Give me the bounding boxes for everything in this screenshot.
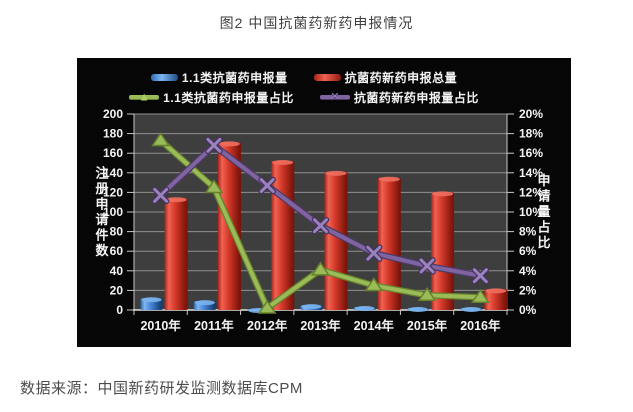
left-axis-tick: 200 — [103, 107, 123, 121]
green-line-swatch-icon: ▲ — [129, 89, 160, 105]
legend-item: 抗菌药新药申报总量 — [313, 68, 458, 86]
chart-plot: 0 0% 20 2% 40 4% 60 6% 80 8% 100 10% 120 12% 140 14% 160… — [95, 107, 550, 333]
legend-item: ✕ 抗菌药新药申报量占比 — [319, 88, 479, 106]
left-axis-tick: 60 — [110, 244, 124, 258]
left-axis-title: 数 — [95, 243, 109, 258]
purple-x-marker — [419, 258, 435, 274]
right-axis-tick: 18% — [519, 127, 543, 141]
x-axis-label: 2014年 — [354, 318, 395, 333]
bar-total — [164, 198, 188, 310]
right-axis-tick: 14% — [519, 166, 543, 180]
bar-total — [484, 289, 508, 310]
left-axis-tick: 120 — [103, 185, 123, 199]
purple-x-marker — [206, 137, 222, 153]
green-triangle-marker — [364, 277, 384, 292]
legend-label: 1.1类抗菌药申报量 — [181, 70, 288, 85]
green-triangle-marker — [151, 132, 171, 147]
green-triangle-marker — [204, 179, 224, 194]
left-axis-tick: 140 — [103, 166, 123, 180]
x-axis-label: 2011年 — [194, 318, 234, 333]
right-axis-tick: 12% — [519, 185, 543, 199]
legend-label: 1.1类抗菌药申报量占比 — [163, 90, 294, 105]
x-axis-label: 2013年 — [300, 318, 341, 333]
right-axis-tick: 0% — [519, 303, 537, 317]
data-source-note: 数据来源：中国新药研发监测数据库CPM — [20, 380, 303, 397]
purple-x-marker — [153, 187, 169, 203]
bar-total — [431, 192, 455, 310]
left-axis-title: 申 — [95, 196, 108, 211]
green-triangle-marker — [257, 299, 277, 314]
right-axis-title: 量 — [537, 204, 550, 219]
legend-label: 抗菌药新药申报量占比 — [353, 90, 479, 105]
chart-legend: 1.1类抗菌药申报量 抗菌药新药申报总量 ▲ 1.1类抗菌药申报量占比 ✕ 抗菌药新药申报… — [81, 68, 527, 106]
purple-x-marker — [366, 245, 382, 261]
legend-item: ▲ 1.1类抗菌药申报量占比 — [129, 88, 294, 106]
left-axis-tick: 100 — [103, 205, 123, 219]
right-axis-tick: 10% — [519, 205, 543, 219]
legend-item: 1.1类抗菌药申报量 — [150, 68, 288, 86]
purple-x-marker — [313, 218, 328, 234]
purple-line-swatch-icon: ✕ — [319, 89, 350, 105]
right-axis-tick: 6% — [519, 244, 537, 258]
right-axis-tick: 2% — [519, 283, 537, 297]
green-triangle-marker — [417, 286, 437, 302]
right-axis-title: 请 — [537, 189, 550, 204]
left-axis-tick: 80 — [110, 225, 124, 239]
left-axis-title: 请 — [95, 212, 108, 227]
right-axis-tick: 16% — [519, 146, 543, 160]
purple-x-marker — [472, 268, 488, 284]
left-axis-title: 注 — [95, 165, 108, 180]
bar-total — [377, 177, 401, 310]
chart-area: 1.1类抗菌药申报量 抗菌药新药申报总量 ▲ 1.1类抗菌药申报量占比 ✕ 抗菌药新药申报… — [77, 58, 571, 347]
right-axis-title: 比 — [537, 235, 550, 250]
left-axis-tick: 40 — [110, 264, 124, 278]
right-axis-title: 申 — [537, 173, 550, 188]
green-triangle-marker — [311, 261, 330, 276]
right-axis-tick: 20% — [519, 107, 543, 121]
left-axis-title: 件 — [95, 227, 108, 242]
left-axis-title: 册 — [95, 181, 108, 196]
red-bar-swatch-icon — [313, 73, 341, 81]
legend-row: 1.1类抗菌药申报量 抗菌药新药申报总量 — [81, 68, 527, 86]
x-axis-label: 2012年 — [247, 318, 288, 333]
x-axis-label: 2015年 — [407, 318, 448, 333]
page-title: 图2 中国抗菌药新药申报情况 — [219, 15, 414, 31]
green-triangle-marker — [470, 288, 490, 304]
right-axis-tick: 8% — [519, 225, 537, 239]
right-axis-tick: 4% — [519, 264, 537, 278]
left-axis-tick: 180 — [103, 127, 123, 141]
left-axis-tick: 160 — [103, 146, 123, 160]
left-axis-tick: 20 — [110, 283, 124, 297]
legend-label: 抗菌药新药申报总量 — [344, 70, 458, 85]
right-axis-title: 占 — [537, 220, 550, 235]
legend-row: ▲ 1.1类抗菌药申报量占比 ✕ 抗菌药新药申报量占比 — [81, 88, 527, 106]
left-axis-tick: 0 — [116, 303, 123, 317]
x-axis-label: 2010年 — [140, 318, 181, 333]
blue-bar-swatch-icon — [150, 73, 178, 81]
x-axis-label: 2016年 — [460, 318, 501, 333]
purple-x-marker — [259, 178, 275, 194]
